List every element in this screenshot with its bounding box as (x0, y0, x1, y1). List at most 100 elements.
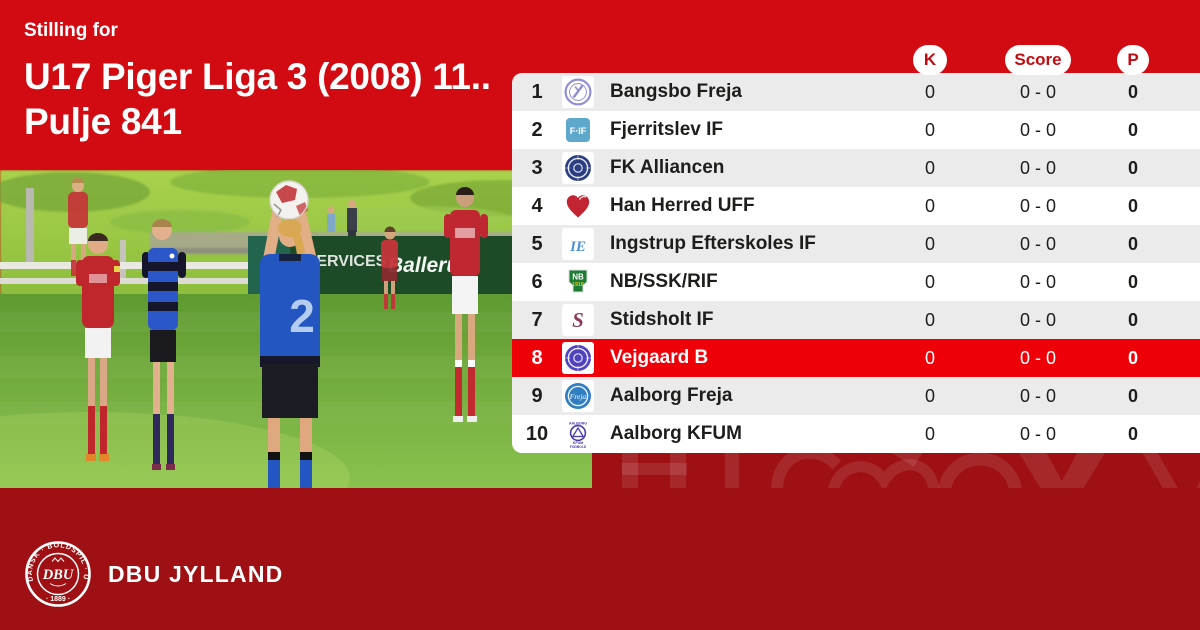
club-name: FK Alliancen (610, 157, 725, 178)
matches-played-value: 0 (924, 347, 935, 368)
score-value: 0 - 0 (1019, 271, 1057, 292)
club-name: Ingstrup Efterskoles IF (610, 233, 816, 254)
club-name: Han Herred UFF (610, 195, 755, 216)
matches-played-value: 0 (924, 233, 935, 254)
svg-text:Freja: Freja (569, 392, 587, 401)
table-row: 1 Bangsbo Freja 0 0 - 0 0 (512, 73, 1200, 111)
club-name: NB/SSK/RIF (610, 271, 718, 292)
position-cell: 2 (531, 118, 543, 141)
matches-played-value: 0 (924, 309, 935, 330)
svg-text:AALBORG: AALBORG (569, 422, 587, 426)
match-photo: SERVICES Ballerup det (0, 166, 592, 544)
table-row: 8 Vejgaard B 0 0 - 0 0 (512, 339, 1200, 377)
svg-text:F·IF: F·IF (570, 126, 587, 136)
bangsbo-freja-crest (562, 76, 594, 108)
matches-played-value: 0 (924, 385, 935, 406)
points-value: 0 (1127, 271, 1138, 292)
score-value: 0 - 0 (1019, 309, 1057, 330)
fjerritslev-if-crest: F·IF (562, 114, 594, 146)
position-cell: 4 (531, 194, 543, 217)
score-value: 0 - 0 (1019, 195, 1057, 216)
points-value: 0 (1127, 157, 1138, 178)
svg-text:1918: 1918 (572, 282, 584, 288)
dbu-seal-logo: DANSK · BOLDSPIL · UNION DBU · 1889 · (24, 540, 91, 607)
position-cell: 6 (531, 270, 543, 293)
position-cell: 9 (531, 384, 543, 407)
points-value: 0 (1127, 423, 1138, 444)
table-row: 6 NB 1918 NB/SSK/RIF 0 0 - 0 0 (512, 263, 1200, 301)
club-name: Aalborg Freja (610, 385, 733, 406)
points-value: 0 (1127, 81, 1138, 102)
jersey-number: 2 (289, 290, 315, 342)
table-row: 2 F·IF Fjerritslev IF 0 0 - 0 0 (512, 111, 1200, 149)
matches-played-badge: K (913, 45, 947, 75)
points-value: 0 (1127, 309, 1138, 330)
player-red-right (444, 187, 488, 422)
club-name: Aalborg KFUM (610, 423, 742, 444)
vejgaard-b-crest (562, 342, 594, 374)
card-header: Stilling for U17 Piger Liga 3 (2008) 11.… (24, 20, 491, 144)
points-value: 0 (1127, 195, 1138, 216)
matches-played-value: 0 (924, 195, 935, 216)
matches-played-value: 0 (924, 81, 935, 102)
club-name: Vejgaard B (610, 347, 709, 368)
table-row: 9 Freja Aalborg Freja 0 0 - 0 0 (512, 377, 1200, 415)
player-thrower: 2 (260, 180, 320, 488)
fk-alliancen-crest (562, 152, 594, 184)
table-row: 10 AALBORG KFUM FODBOLD Aalborg KFUM 0 0… (512, 415, 1200, 453)
points-value: 0 (1127, 233, 1138, 254)
han-herred-uff-crest (562, 190, 594, 222)
matches-played-value: 0 (924, 271, 935, 292)
stidsholt-if-crest: S (562, 304, 594, 336)
svg-text:S: S (572, 308, 584, 332)
position-cell: 1 (531, 80, 543, 103)
position-cell: 5 (531, 232, 543, 255)
seal-year-text: · 1889 · (46, 596, 70, 603)
club-name: Stidsholt IF (610, 309, 714, 330)
page-title-line1: U17 Piger Liga 3 (2008) 11.. (24, 56, 491, 97)
points-badge: P (1117, 45, 1149, 75)
position-cell: 7 (531, 308, 543, 331)
table-row: 3 FK Alliancen 0 0 - 0 0 (512, 149, 1200, 187)
score-value: 0 - 0 (1019, 157, 1057, 178)
player-blue-hooped (142, 219, 186, 470)
svg-text:KFUM: KFUM (573, 441, 583, 445)
club-name: Fjerritslev IF (610, 119, 723, 140)
brand-name: DBU JYLLAND (108, 560, 284, 587)
table-column-headers: K Score P (512, 45, 1200, 75)
score-value: 0 - 0 (1019, 347, 1057, 368)
table-row: 7 S Stidsholt IF 0 0 - 0 0 (512, 301, 1200, 339)
aalborg-kfum-crest: AALBORG KFUM FODBOLD (562, 418, 594, 450)
score-value: 0 - 0 (1019, 233, 1057, 254)
score-badge: Score (1005, 45, 1071, 75)
points-value: 0 (1127, 119, 1138, 140)
aalborg-freja-crest: Freja (562, 380, 594, 412)
position-cell: 10 (525, 422, 549, 445)
watermark-pattern (592, 453, 1200, 488)
banner-text-services: SERVICES (306, 253, 387, 270)
matches-played-value: 0 (924, 119, 935, 140)
matches-played-value: 0 (924, 157, 935, 178)
page-title-line2: Pulje 841 (24, 101, 182, 142)
standings-table: 1 Bangsbo Freja 0 0 - 0 0 2 F·IF Fjerrit… (512, 73, 1200, 453)
player-red-background (381, 226, 398, 309)
points-value: 0 (1127, 385, 1138, 406)
club-name: Bangsbo Freja (610, 81, 742, 102)
standings-table-rows: 1 Bangsbo Freja 0 0 - 0 0 2 F·IF Fjerrit… (512, 73, 1200, 453)
ingstrup-efterskoles-if-crest: IE (562, 228, 594, 260)
points-value: 0 (1127, 347, 1138, 368)
svg-text:IE: IE (569, 239, 586, 255)
svg-text:NB: NB (572, 273, 584, 282)
player-red-captain (76, 233, 120, 461)
nb-ssk-rif-crest: NB 1918 (562, 266, 594, 298)
position-cell: 8 (531, 346, 543, 369)
footer-band: DANSK · BOLDSPIL · UNION DBU · 1889 · DB… (0, 488, 1200, 630)
fence (0, 188, 268, 284)
table-row: 5 IE Ingstrup Efterskoles IF 0 0 - 0 0 (512, 225, 1200, 263)
table-row: 4 Han Herred UFF 0 0 - 0 0 (512, 187, 1200, 225)
eyebrow-label: Stilling for (24, 20, 118, 41)
matches-played-value: 0 (924, 423, 935, 444)
score-value: 0 - 0 (1019, 385, 1057, 406)
seal-center-text: DBU (42, 567, 75, 583)
